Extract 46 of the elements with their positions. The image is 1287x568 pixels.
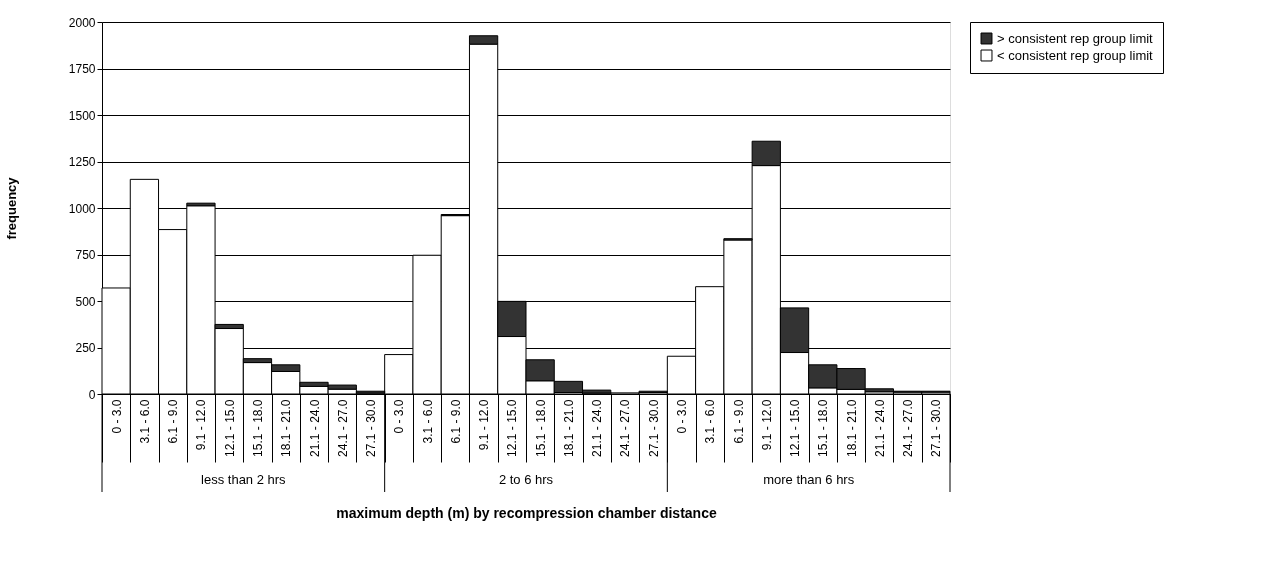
text: 2 to 6 hrs (498, 472, 554, 487)
x-tick-label: 9.1 - 12.0 (759, 399, 774, 451)
legend-label: < consistent rep group limit (997, 47, 1154, 63)
x-tick-label: 18.1 - 21.0 (561, 399, 576, 457)
text: less than 2 hrs (201, 472, 287, 487)
x-tick-label: 6.1 - 9.0 (731, 399, 746, 444)
x-tick-label: 21.1 - 24.0 (590, 399, 605, 457)
x-tick-label: 6.1 - 9.0 (448, 399, 463, 444)
x-tick-label: 0 - 3.0 (109, 399, 124, 434)
x-tick-label: 12.1 - 15.0 (505, 399, 520, 457)
x-axis-title: maximum depth (m) by recompression chamber distance (336, 505, 717, 521)
x-tick-label: 21.1 - 24.0 (307, 399, 322, 457)
y-tick-label: 0 (88, 387, 96, 402)
y-tick-label: 500 (75, 294, 96, 309)
x-tick-label: 3.1 - 6.0 (703, 399, 718, 444)
x-tick-label: 3.1 - 6.0 (137, 399, 152, 444)
x-tick-label: 0 - 3.0 (674, 399, 689, 434)
x-tick-label: 9.1 - 12.0 (194, 399, 209, 451)
x-tick-label: 21.1 - 24.0 (872, 399, 887, 457)
x-tick-label: 6.1 - 9.0 (166, 399, 181, 444)
y-tick-label: 1000 (68, 201, 96, 216)
x-tick-label: 18.1 - 21.0 (279, 399, 294, 457)
x-tick-label: 3.1 - 6.0 (420, 399, 435, 444)
x-tick-label: 24.1 - 27.0 (901, 399, 916, 457)
x-tick-label: 27.1 - 30.0 (364, 399, 379, 457)
text: more than 6 hrs (763, 472, 855, 487)
legend-label: > consistent rep group limit (997, 30, 1154, 46)
x-tick-label: 15.1 - 18.0 (250, 399, 265, 457)
y-tick-label: 1250 (68, 155, 96, 169)
x-tick-label: 12.1 - 15.0 (788, 399, 803, 457)
y-tick-label: 750 (75, 248, 96, 262)
x-tick-label: 24.1 - 27.0 (618, 399, 633, 457)
x-tick-label: 12.1 - 15.0 (222, 399, 237, 457)
x-tick-label: 27.1 - 30.0 (929, 399, 944, 457)
y-tick-label: 250 (75, 341, 96, 355)
y-tick-label: 1500 (68, 108, 96, 123)
y-tick-label: 1750 (68, 62, 96, 76)
x-tick-label: 18.1 - 21.0 (844, 399, 859, 457)
x-tick-label: 27.1 - 30.0 (646, 399, 661, 457)
x-tick-label: 0 - 3.0 (392, 399, 407, 434)
x-tick-label: 9.1 - 12.0 (477, 399, 492, 451)
x-tick-label: 15.1 - 18.0 (816, 399, 831, 457)
y-axis-title: frequency (3, 176, 19, 240)
y-tick-label: 2000 (68, 15, 96, 30)
x-tick-label: 24.1 - 27.0 (335, 399, 350, 457)
x-tick-label: 15.1 - 18.0 (533, 399, 548, 457)
